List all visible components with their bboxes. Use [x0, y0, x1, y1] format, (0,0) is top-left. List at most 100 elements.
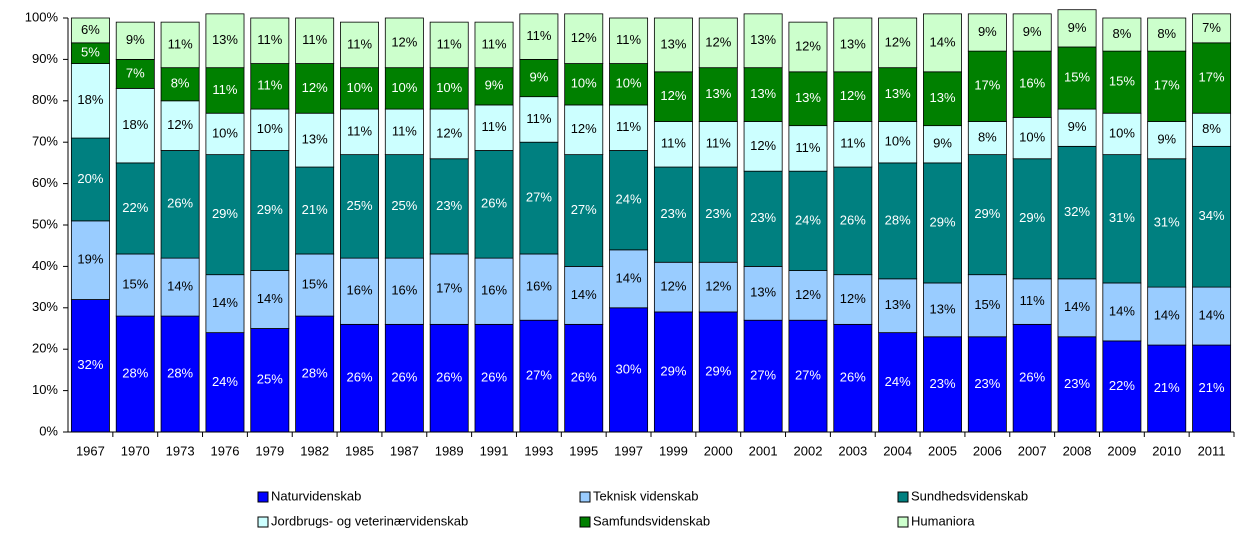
- value-label: 8%: [1112, 26, 1131, 41]
- bar-segment: [160, 150, 200, 259]
- value-label: 6%: [81, 22, 100, 37]
- bar-segment: [384, 108, 424, 156]
- legend-swatch: [897, 516, 909, 528]
- x-tick-label: 1987: [390, 443, 419, 458]
- value-label: 10%: [571, 76, 597, 91]
- bar-segment: [295, 17, 335, 64]
- bar-segment: [609, 17, 649, 64]
- bar-segment: [698, 311, 738, 433]
- bar-segment: [1147, 50, 1187, 122]
- bar-segment: [609, 150, 649, 251]
- value-label: 11%: [437, 36, 462, 51]
- bar-segment: [250, 270, 290, 329]
- value-label: 17%: [974, 78, 1000, 93]
- value-label: 16%: [481, 283, 507, 298]
- value-label: 8%: [1202, 121, 1221, 136]
- bar-segment: [743, 265, 783, 321]
- bar-segment: [564, 63, 604, 106]
- y-tick-label: 90%: [32, 51, 58, 66]
- bar-segment: [1102, 282, 1142, 342]
- value-label: 28%: [302, 365, 328, 380]
- value-label: 30%: [616, 361, 642, 376]
- value-label: 14%: [1154, 308, 1180, 323]
- bar-segment: [967, 336, 1007, 433]
- bar-segment: [1057, 9, 1097, 48]
- value-label: 13%: [885, 297, 911, 312]
- bar-segment: [609, 307, 649, 433]
- value-label: 10%: [436, 80, 462, 95]
- bar-segment: [653, 166, 693, 263]
- bar-segment: [384, 67, 424, 110]
- bar-segment: [564, 265, 604, 325]
- value-label: 13%: [840, 36, 866, 51]
- value-label: 23%: [974, 376, 1000, 391]
- legend-label: Naturvidenskab: [271, 488, 361, 503]
- value-label: 9%: [1023, 24, 1042, 39]
- bar-segment: [833, 323, 873, 433]
- bar-segment: [295, 112, 335, 168]
- bar-segment: [833, 121, 873, 168]
- x-tick-label: 2001: [749, 443, 778, 458]
- bar-segment: [1147, 121, 1187, 160]
- bar-segment: [609, 63, 649, 106]
- bar-segment: [115, 87, 155, 164]
- value-label: 12%: [705, 279, 731, 294]
- bar-segment: [115, 21, 155, 60]
- value-label: 5%: [81, 45, 100, 60]
- value-label: 11%: [392, 123, 417, 138]
- value-label: 13%: [212, 32, 238, 47]
- value-label: 23%: [660, 206, 686, 221]
- y-tick-label: 100%: [25, 9, 59, 24]
- bar-segment: [1192, 286, 1232, 346]
- value-label: 14%: [167, 279, 193, 294]
- value-label: 22%: [1109, 378, 1135, 393]
- value-label: 26%: [840, 370, 866, 385]
- bar-segment: [429, 67, 469, 110]
- value-label: 15%: [1109, 74, 1135, 89]
- y-tick-label: 40%: [32, 258, 58, 273]
- y-tick-label: 80%: [32, 92, 58, 107]
- value-label: 10%: [1019, 129, 1045, 144]
- bar-segment: [115, 59, 155, 89]
- bar-segment: [788, 71, 828, 127]
- bar-segment: [474, 323, 514, 433]
- bar-segment: [788, 21, 828, 73]
- value-label: 10%: [616, 76, 642, 91]
- value-label: 11%: [526, 111, 551, 126]
- bar-segment: [878, 67, 918, 122]
- value-label: 27%: [526, 368, 552, 383]
- value-label: 11%: [347, 36, 372, 51]
- bar-segment: [384, 257, 424, 325]
- bar-segment: [698, 121, 738, 168]
- bar-segment: [1192, 42, 1232, 114]
- bar-segment: [878, 121, 918, 164]
- bar-segment: [205, 274, 245, 334]
- x-tick-label: 2007: [1018, 443, 1047, 458]
- y-tick-label: 0%: [39, 423, 58, 438]
- bar-segment: [250, 17, 290, 64]
- x-tick-label: 1985: [345, 443, 374, 458]
- value-label: 12%: [571, 30, 597, 45]
- value-label: 8%: [978, 129, 997, 144]
- y-tick-label: 70%: [32, 134, 58, 149]
- value-label: 7%: [1202, 20, 1221, 35]
- bar-segment: [609, 249, 649, 309]
- value-label: 12%: [885, 34, 911, 49]
- value-label: 17%: [1154, 78, 1180, 93]
- value-label: 13%: [929, 301, 955, 316]
- value-label: 14%: [1064, 299, 1090, 314]
- bar-segment: [923, 13, 962, 73]
- value-label: 10%: [885, 134, 911, 149]
- value-label: 7%: [126, 65, 145, 80]
- y-tick-label: 60%: [32, 175, 58, 190]
- value-label: 29%: [705, 363, 731, 378]
- x-tick-label: 2005: [928, 443, 957, 458]
- bar-segment: [564, 13, 604, 64]
- x-tick-label: 2003: [838, 443, 867, 458]
- value-label: 17%: [1199, 69, 1225, 84]
- value-label: 11%: [302, 32, 327, 47]
- value-label: 12%: [660, 279, 686, 294]
- y-tick-label: 20%: [32, 341, 58, 356]
- value-label: 12%: [391, 34, 417, 49]
- legend-swatch: [897, 491, 909, 503]
